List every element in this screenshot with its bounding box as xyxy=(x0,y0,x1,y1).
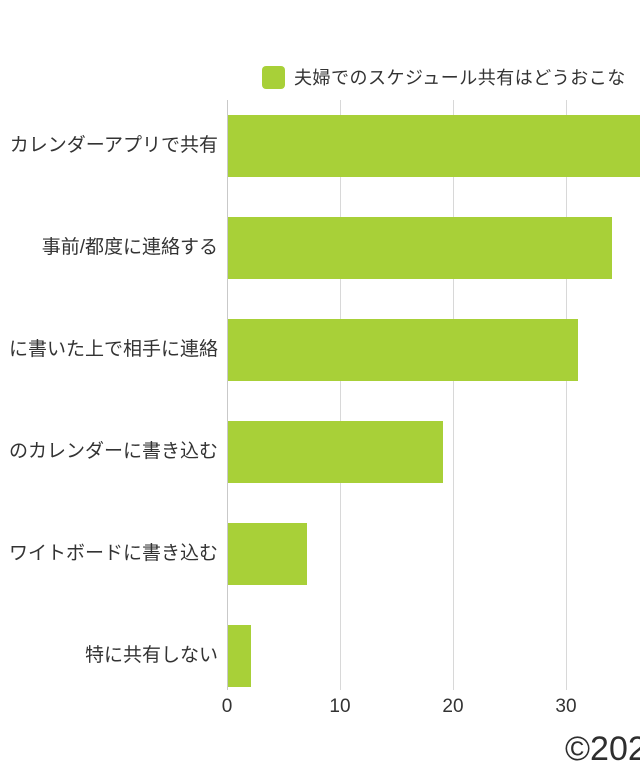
x-tick-label-10: 10 xyxy=(329,696,351,717)
bar xyxy=(228,115,640,177)
gridline-x-10 xyxy=(340,100,341,690)
category-label: カレンダーアプリで共有 xyxy=(9,135,218,156)
legend-swatch xyxy=(262,65,285,89)
category-label: 事前/都度に連絡する xyxy=(41,237,218,258)
bar xyxy=(228,625,251,687)
bar xyxy=(228,319,578,381)
copyright-text: ©202 xyxy=(565,730,640,768)
chart-legend: 夫婦でのスケジュール共有はどうおこな xyxy=(262,64,626,90)
legend-label: 夫婦でのスケジュール共有はどうおこな xyxy=(294,68,626,88)
category-label: ワイトボードに書き込む xyxy=(8,543,218,564)
gridline-x-0 xyxy=(227,100,228,690)
category-label: のカレンダーに書き込む xyxy=(8,441,218,462)
gridline-x-20 xyxy=(453,100,454,690)
gridline-x-30 xyxy=(566,100,567,690)
bar xyxy=(228,421,443,483)
x-tick-label-20: 20 xyxy=(442,696,464,717)
bar xyxy=(228,217,612,279)
x-tick-label-0: 0 xyxy=(221,696,233,717)
category-label: 特に共有しない xyxy=(84,645,218,666)
bar xyxy=(228,523,307,585)
x-tick-label-30: 30 xyxy=(555,696,577,717)
category-label: に書いた上で相手に連絡 xyxy=(8,339,218,360)
